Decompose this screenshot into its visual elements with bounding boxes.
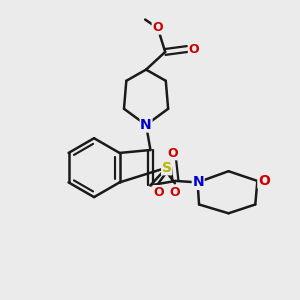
Text: O: O xyxy=(168,147,178,160)
Text: N: N xyxy=(192,176,204,189)
Text: O: O xyxy=(169,186,180,199)
Text: O: O xyxy=(188,43,199,56)
Text: N: N xyxy=(140,118,152,132)
Text: S: S xyxy=(162,161,172,175)
Text: O: O xyxy=(152,21,163,34)
Text: O: O xyxy=(153,186,164,199)
Text: O: O xyxy=(258,174,270,188)
